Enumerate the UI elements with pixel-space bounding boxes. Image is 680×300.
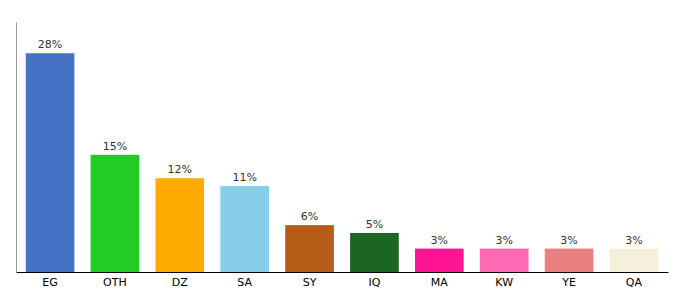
x-tick-label: DZ [172,276,188,289]
x-tick-label: SA [237,276,252,289]
bar [285,225,334,272]
data-label: 3% [625,234,642,247]
bar [91,155,140,272]
data-label: 5% [366,218,383,231]
x-tick: IQ [368,276,380,289]
x-axis: EG OTH DZ SA SY IQ MA KW YE QA [17,273,669,289]
x-tick-label: IQ [368,276,380,289]
x-tick: OTH [103,276,127,289]
data-labels: 28% 15% 12% 11% 6% 5% 3% 3% 3% 3% [38,38,643,246]
x-tick: KW [495,276,513,289]
bar [26,53,75,272]
x-tick: MA [431,276,448,289]
plot: 28% 15% 12% 11% 6% 5% 3% 3% 3% 3% EG OTH DZ SA SY IQ MA K… [17,23,669,289]
data-label: 12% [168,163,192,176]
bars [26,53,659,272]
data-label: 15% [103,140,127,153]
data-label: 3% [431,234,448,247]
x-tick: QA [626,276,643,289]
data-label: 3% [495,234,512,247]
chart: 28% 15% 12% 11% 6% 5% 3% 3% 3% 3% EG OTH DZ SA SY IQ MA K… [0,0,680,300]
data-label: 3% [560,234,577,247]
data-label: 28% [38,38,62,51]
x-tick: EG [42,276,57,289]
x-tick-label: KW [495,276,513,289]
x-tick: SY [303,276,317,289]
bar [480,249,529,272]
x-axis-line [17,272,669,273]
y-axis-line [16,23,17,273]
bar [350,233,399,272]
bar [220,186,269,272]
x-tick: YE [561,276,576,289]
data-label: 11% [232,171,256,184]
x-tick-label: QA [626,276,643,289]
y-axis [16,23,17,273]
bar [415,249,464,272]
data-label: 6% [301,210,318,223]
bar [545,249,594,272]
x-tick-label: SY [303,276,317,289]
x-tick-label: OTH [103,276,127,289]
bar [610,249,659,272]
x-tick-label: EG [42,276,57,289]
x-tick: SA [237,276,252,289]
bar [155,178,204,272]
x-tick-label: MA [431,276,448,289]
x-tick-label: YE [561,276,576,289]
x-tick: DZ [172,276,188,289]
